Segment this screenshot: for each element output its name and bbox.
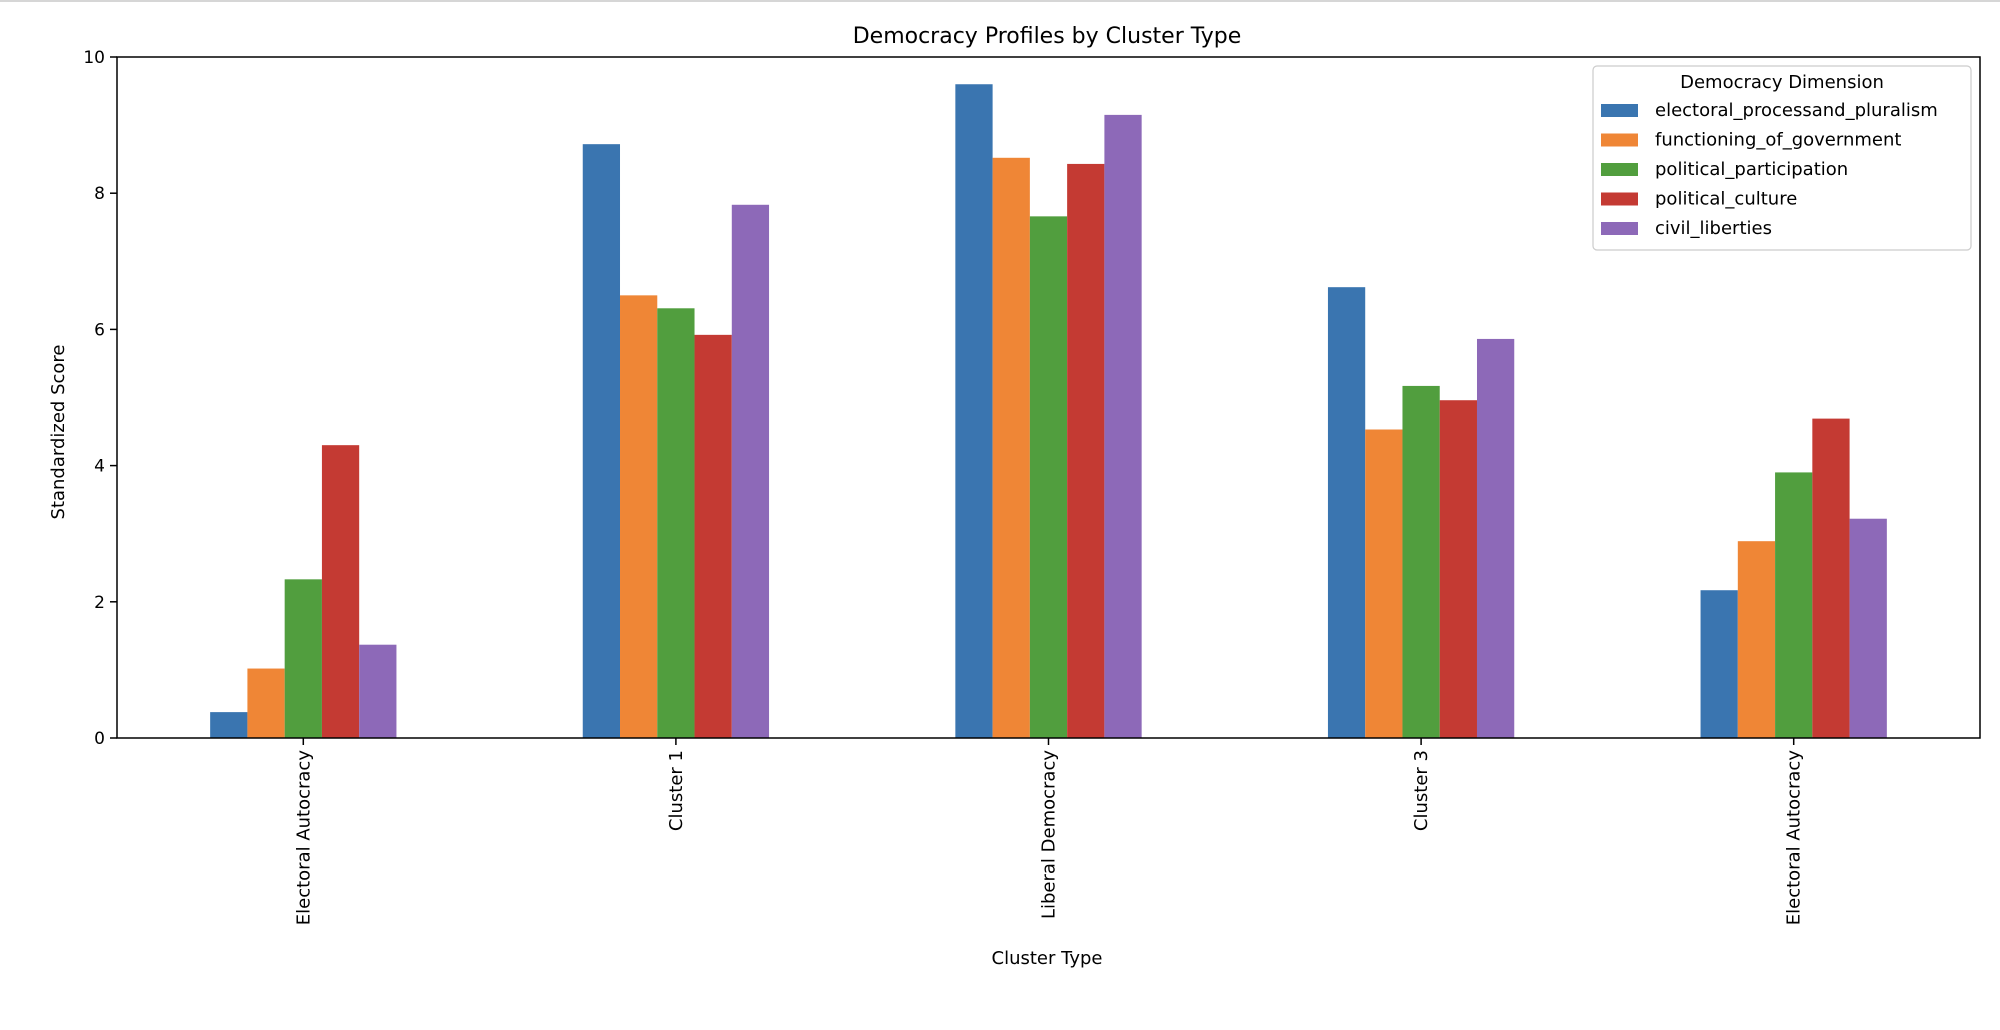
legend-label: political_culture: [1655, 189, 1797, 210]
x-tick-label: Liberal Democracy: [1039, 750, 1060, 919]
x-tick-label: Cluster 3: [1411, 750, 1432, 831]
x-tick-label: Electoral Autocracy: [293, 750, 314, 926]
legend-label: political_participation: [1655, 159, 1848, 180]
legend-label: civil_liberties: [1655, 218, 1772, 239]
legend-label: functioning_of_government: [1655, 130, 1901, 151]
bar-political-participation-0: [284, 579, 322, 738]
bar-political-culture-0: [321, 445, 360, 738]
bar-civil-liberties-0: [359, 644, 397, 738]
legend-swatch-political-culture: [1601, 192, 1638, 206]
legend-box: [1592, 65, 1972, 251]
bar-functioning-of-government-2: [992, 157, 1030, 739]
bar-functioning-of-government-1: [620, 295, 658, 738]
bar-functioning-of-government-4: [1737, 541, 1776, 738]
legend-swatch-functioning-of-government: [1601, 133, 1638, 147]
legend-title: Democracy Dimension: [1680, 72, 1884, 93]
bars-group: [210, 84, 1887, 739]
x-tick-label: Cluster 1: [666, 750, 687, 831]
bar-political-culture-4: [1812, 418, 1850, 738]
bar-civil-liberties-3: [1476, 338, 1515, 738]
plot-frame: [116, 56, 1981, 739]
y-tick-label: 2: [94, 593, 105, 613]
x-axis-label: Cluster Type: [992, 948, 1103, 969]
legend-swatch-political-participation: [1601, 163, 1638, 176]
bar-functioning-of-government-0: [247, 668, 285, 738]
legend-label: electoral_processand_pluralism: [1655, 100, 1938, 121]
y-axis-ticks: 0 2 4 6 8 10: [83, 48, 117, 749]
legend-swatch-civil-liberties: [1601, 222, 1638, 235]
y-tick-label: 0: [94, 729, 105, 749]
x-tick-label: Electoral Autocracy: [1784, 750, 1805, 926]
y-tick-label: 4: [94, 457, 105, 477]
legend-swatch-electoral-processand-pluralism: [1601, 104, 1638, 117]
bar-functioning-of-government-3: [1365, 429, 1403, 738]
y-tick-label: 6: [94, 320, 105, 340]
bar-political-culture-2: [1067, 163, 1105, 739]
bar-civil-liberties-2: [1104, 114, 1142, 738]
bar-political-participation-1: [657, 308, 695, 738]
bar-electoral-processand-pluralism-0: [210, 712, 248, 738]
bar-political-culture-1: [694, 334, 732, 738]
bar-political-participation-4: [1775, 472, 1813, 738]
top-border: [0, 0, 2000, 2]
legend: Democracy Dimension electoral_processand_…: [1592, 65, 1972, 251]
bar-electoral-processand-pluralism-1: [582, 144, 621, 739]
bar-electoral-processand-pluralism-2: [955, 84, 993, 739]
bar-political-culture-3: [1439, 400, 1477, 738]
bar-electoral-processand-pluralism-3: [1327, 287, 1366, 738]
chart-title: Democracy Profiles by Cluster Type: [853, 24, 1242, 49]
bar-electoral-processand-pluralism-4: [1700, 590, 1738, 738]
y-tick-label: 8: [94, 184, 105, 204]
x-axis-ticks: Electoral Autocracy Cluster 1 Liberal Demo…: [293, 738, 1805, 926]
y-tick-label: 10: [83, 48, 105, 68]
bar-civil-liberties-4: [1849, 518, 1887, 738]
bar-political-participation-3: [1402, 385, 1440, 738]
bar-civil-liberties-1: [731, 204, 770, 738]
bar-political-participation-2: [1029, 216, 1068, 739]
y-axis-label: Standardized Score: [48, 345, 69, 520]
